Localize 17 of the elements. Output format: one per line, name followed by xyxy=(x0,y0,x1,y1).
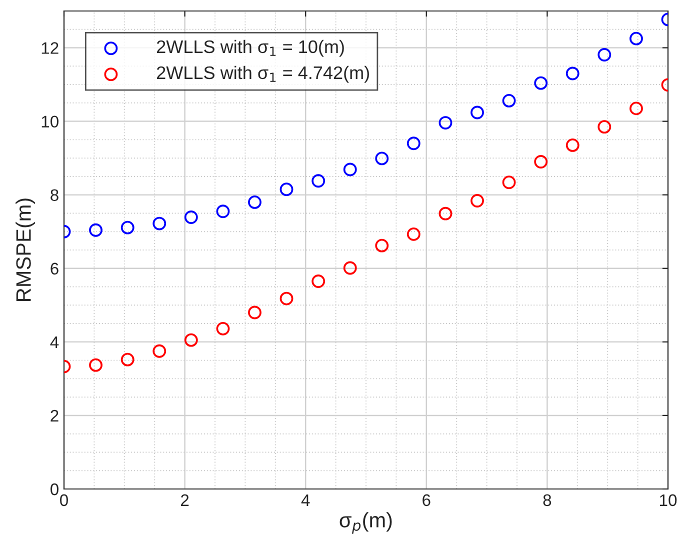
y-tick-label: 4 xyxy=(50,336,59,348)
legend-label: 2WLLS with σ$_{1}$ = 4.742(m) xyxy=(156,66,369,83)
y-tick-label: 8 xyxy=(50,189,58,202)
x-tick-label: 0 xyxy=(60,494,68,506)
y-tick-label: 10 xyxy=(42,116,58,128)
y-tick-label: 6 xyxy=(50,262,58,275)
x-tick-label: 4 xyxy=(301,494,310,506)
x-tick-label: 6 xyxy=(422,494,430,506)
legend-label: 2WLLS with σ$_{1}$ = 10(m) xyxy=(156,40,344,57)
y-tick-label: 2 xyxy=(50,410,58,422)
x-tick-label: 10 xyxy=(660,494,677,506)
y-tick-label: 0 xyxy=(50,483,58,496)
x-tick-label: 2 xyxy=(181,494,189,506)
y-tick-label: 12 xyxy=(42,42,58,54)
x-tick-label: 8 xyxy=(543,494,552,506)
y-axis-title: RMSPE(m) xyxy=(16,198,36,301)
x-axis-title: σ$_{p}$(m) xyxy=(340,512,392,534)
